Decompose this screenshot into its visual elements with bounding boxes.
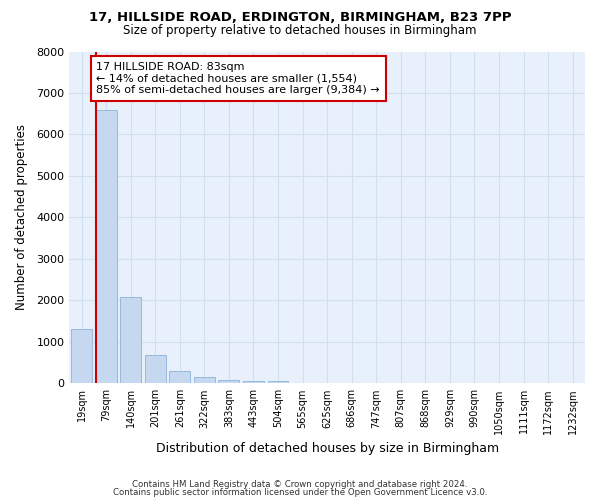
Bar: [145, 355, 166, 384]
Bar: [268, 381, 289, 384]
Bar: [194, 378, 215, 384]
Y-axis label: Number of detached properties: Number of detached properties: [15, 124, 28, 310]
Bar: [71, 330, 92, 384]
Text: 17, HILLSIDE ROAD, ERDINGTON, BIRMINGHAM, B23 7PP: 17, HILLSIDE ROAD, ERDINGTON, BIRMINGHAM…: [89, 11, 511, 24]
Text: Contains HM Land Registry data © Crown copyright and database right 2024.: Contains HM Land Registry data © Crown c…: [132, 480, 468, 489]
Bar: [243, 381, 264, 384]
Bar: [169, 371, 190, 384]
Bar: [120, 297, 141, 384]
X-axis label: Distribution of detached houses by size in Birmingham: Distribution of detached houses by size …: [155, 442, 499, 455]
Bar: [96, 110, 116, 384]
Bar: [218, 380, 239, 384]
Text: Contains public sector information licensed under the Open Government Licence v3: Contains public sector information licen…: [113, 488, 487, 497]
Text: Size of property relative to detached houses in Birmingham: Size of property relative to detached ho…: [123, 24, 477, 37]
Text: 17 HILLSIDE ROAD: 83sqm
← 14% of detached houses are smaller (1,554)
85% of semi: 17 HILLSIDE ROAD: 83sqm ← 14% of detache…: [97, 62, 380, 95]
